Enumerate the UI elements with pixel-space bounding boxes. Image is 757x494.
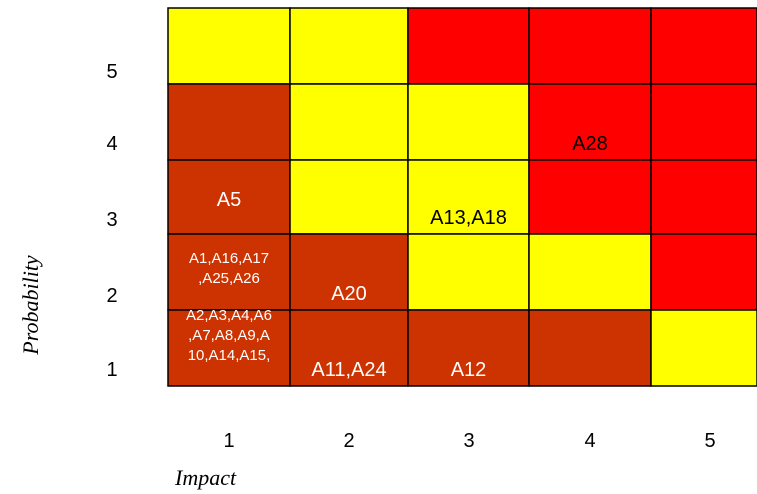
heatmap-cell-r4-c3 <box>407 83 530 161</box>
heatmap-cell-r2-c4 <box>528 233 652 311</box>
heatmap-cell-r1-c3 <box>407 309 530 387</box>
heatmap-cell-r2-c3 <box>407 233 530 311</box>
x-axis-title: Impact <box>174 465 237 490</box>
cell-label-r3-c1: A5 <box>217 189 241 211</box>
heatmap-cell-r5-c5 <box>650 7 757 85</box>
heatmap-cell-r1-c5 <box>650 309 757 387</box>
y-tick-label: 1 <box>106 359 117 381</box>
cell-label-r3-c3: A13,A18 <box>430 207 507 229</box>
heatmap-cell-r3-c2 <box>289 159 409 235</box>
x-axis-ticks: 1 2 3 4 5 <box>223 430 715 452</box>
y-tick-label: 2 <box>106 285 117 307</box>
heatmap-cell-r1-c4 <box>528 309 652 387</box>
y-tick-label: 4 <box>106 133 117 155</box>
heatmap-cell-r4-c5 <box>650 83 757 161</box>
heatmap-cell-r4-c1 <box>167 83 291 161</box>
y-tick-label: 3 <box>106 209 117 231</box>
x-tick-label: 3 <box>463 430 474 452</box>
heatmap-cell-r2-c5 <box>650 233 757 311</box>
heatmap-cell-r1-c1 <box>167 309 291 387</box>
heatmap-cell-r5-c2 <box>289 7 409 85</box>
heatmap-cell-r5-c3 <box>407 7 530 85</box>
heatmap-cell-r3-c4 <box>528 159 652 235</box>
cell-label-r1-c3: A12 <box>451 359 487 381</box>
heatmap-cell-r3-c3 <box>407 159 530 235</box>
y-axis-title: Probability <box>18 255 43 356</box>
y-tick-label: 5 <box>106 61 117 83</box>
cell-label-r1-c1: A2,A3,A4,A6 ,A7,A8,A9,A 10,A14,A15, <box>186 307 272 364</box>
heatmap-cells <box>167 7 757 387</box>
cell-label-r2-c1: A1,A16,A17 ,A25,A26 <box>189 250 269 287</box>
x-tick-label: 1 <box>223 430 234 452</box>
heatmap-cell-labels: A28 A5 A13,A18 A1,A16,A17 ,A25,A26 A20 A2,A3,A… <box>186 133 608 381</box>
heatmap-cell-r5-c1 <box>167 7 291 85</box>
heatmap-cell-r1-c2 <box>289 309 409 387</box>
x-tick-label: 5 <box>704 430 715 452</box>
cell-label-r4-c4: A28 <box>572 133 608 155</box>
heatmap-cell-r3-c5 <box>650 159 757 235</box>
cell-label-r1-c2: A11,A24 <box>311 359 386 381</box>
heatmap-cell-r5-c4 <box>528 7 652 85</box>
x-tick-label: 2 <box>343 430 354 452</box>
cell-label-r2-c2: A20 <box>331 283 367 305</box>
y-axis-ticks: 5 4 3 2 1 <box>106 61 117 381</box>
x-tick-label: 4 <box>584 430 595 452</box>
heatmap-cell-r4-c2 <box>289 83 409 161</box>
